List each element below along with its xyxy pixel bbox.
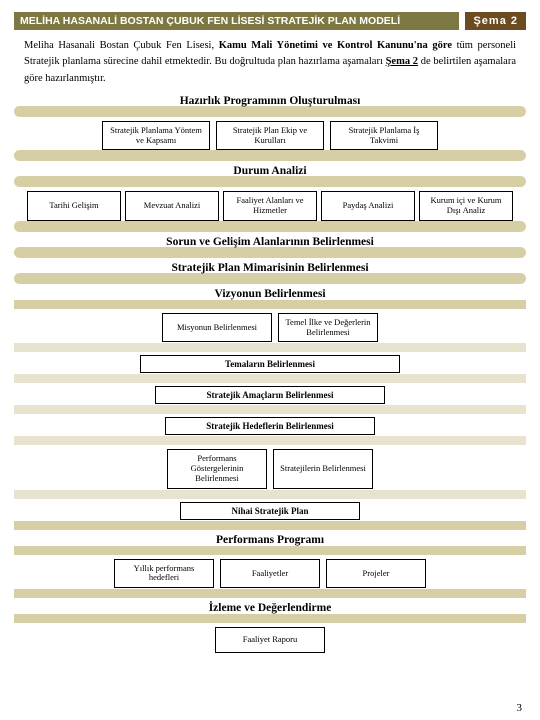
box-s5-3: Performans Göstergelerinin Belirlenmesi xyxy=(167,449,267,488)
section-5-title: Vizyonun Belirlenmesi xyxy=(14,286,526,301)
section-1-title: Hazırlık Programının Oluşturulması xyxy=(14,93,526,108)
intro-text-1: Meliha Hasanali Bostan Çubuk Fen Lisesi, xyxy=(24,40,219,51)
section-6-title: Performans Programı xyxy=(14,532,526,547)
band xyxy=(14,546,526,555)
band xyxy=(14,405,526,414)
box-s2-5: Kurum içi ve Kurum Dışı Analiz xyxy=(419,191,513,221)
box-s5-1: Misyonun Belirlenmesi xyxy=(162,313,272,343)
box-s5-w2: Stratejik Amaçların Belirlenmesi xyxy=(155,386,385,404)
page-number: 3 xyxy=(517,702,523,714)
box-s6-1: Yıllık performans hedefleri xyxy=(114,559,214,589)
intro-paragraph: Meliha Hasanali Bostan Çubuk Fen Lisesi,… xyxy=(14,36,526,91)
box-s1-3: Stratejik Planlama İş Takvimi xyxy=(330,121,438,151)
row-s5a: Misyonun Belirlenmesi Temel İlke ve Değe… xyxy=(14,313,526,343)
band xyxy=(14,436,526,445)
title-row: MELİHA HASANALİ BOSTAN ÇUBUK FEN LİSESİ … xyxy=(14,12,526,30)
section-7-title: İzleme ve Değerlendirme xyxy=(14,600,526,615)
box-s2-4: Paydaş Analizi xyxy=(321,191,415,221)
section-3-title: Sorun ve Gelişim Alanlarının Belirlenmes… xyxy=(14,234,526,249)
box-s7-1: Faaliyet Raporu xyxy=(215,627,325,653)
box-s5-w4: Nihai Stratejik Plan xyxy=(180,502,360,520)
box-s1-2: Stratejik Plan Ekip ve Kurulları xyxy=(216,121,324,151)
intro-underline: Şema 2 xyxy=(386,56,418,67)
box-s6-2: Faaliyetler xyxy=(220,559,320,589)
schema-badge: Şema 2 xyxy=(465,12,526,30)
band xyxy=(14,150,526,161)
box-s2-2: Mevzuat Analizi xyxy=(125,191,219,221)
box-s2-3: Faaliyet Alanları ve Hizmetler xyxy=(223,191,317,221)
section-2-title: Durum Analizi xyxy=(14,163,526,178)
band xyxy=(14,521,526,530)
box-s5-4: Stratejilerin Belirlenmesi xyxy=(273,449,373,488)
band xyxy=(14,221,526,232)
band xyxy=(14,490,526,499)
box-s5-2: Temel İlke ve Değerlerin Belirlenmesi xyxy=(278,313,378,343)
band xyxy=(14,614,526,623)
row-s1: Stratejik Planlama Yöntem ve Kapsamı Str… xyxy=(14,121,526,151)
page-title: MELİHA HASANALİ BOSTAN ÇUBUK FEN LİSESİ … xyxy=(14,12,459,30)
row-s6: Yıllık performans hedefleri Faaliyetler … xyxy=(14,559,526,589)
row-s2: Tarihi Gelişim Mevzuat Analizi Faaliyet … xyxy=(14,191,526,221)
box-s2-1: Tarihi Gelişim xyxy=(27,191,121,221)
band xyxy=(14,374,526,383)
row-s5b: Performans Göstergelerinin Belirlenmesi … xyxy=(14,449,526,488)
band xyxy=(14,300,526,309)
band xyxy=(14,589,526,598)
box-s1-1: Stratejik Planlama Yöntem ve Kapsamı xyxy=(102,121,210,151)
intro-bold: Kamu Mali Yönetimi ve Kontrol Kanunu'na … xyxy=(219,40,452,51)
box-s5-w3: Stratejik Hedeflerin Belirlenmesi xyxy=(165,417,375,435)
row-s7: Faaliyet Raporu xyxy=(14,627,526,653)
section-4-title: Stratejik Plan Mimarisinin Belirlenmesi xyxy=(14,260,526,275)
box-s5-w1: Temaların Belirlenmesi xyxy=(140,355,400,373)
box-s6-3: Projeler xyxy=(326,559,426,589)
band xyxy=(14,343,526,352)
